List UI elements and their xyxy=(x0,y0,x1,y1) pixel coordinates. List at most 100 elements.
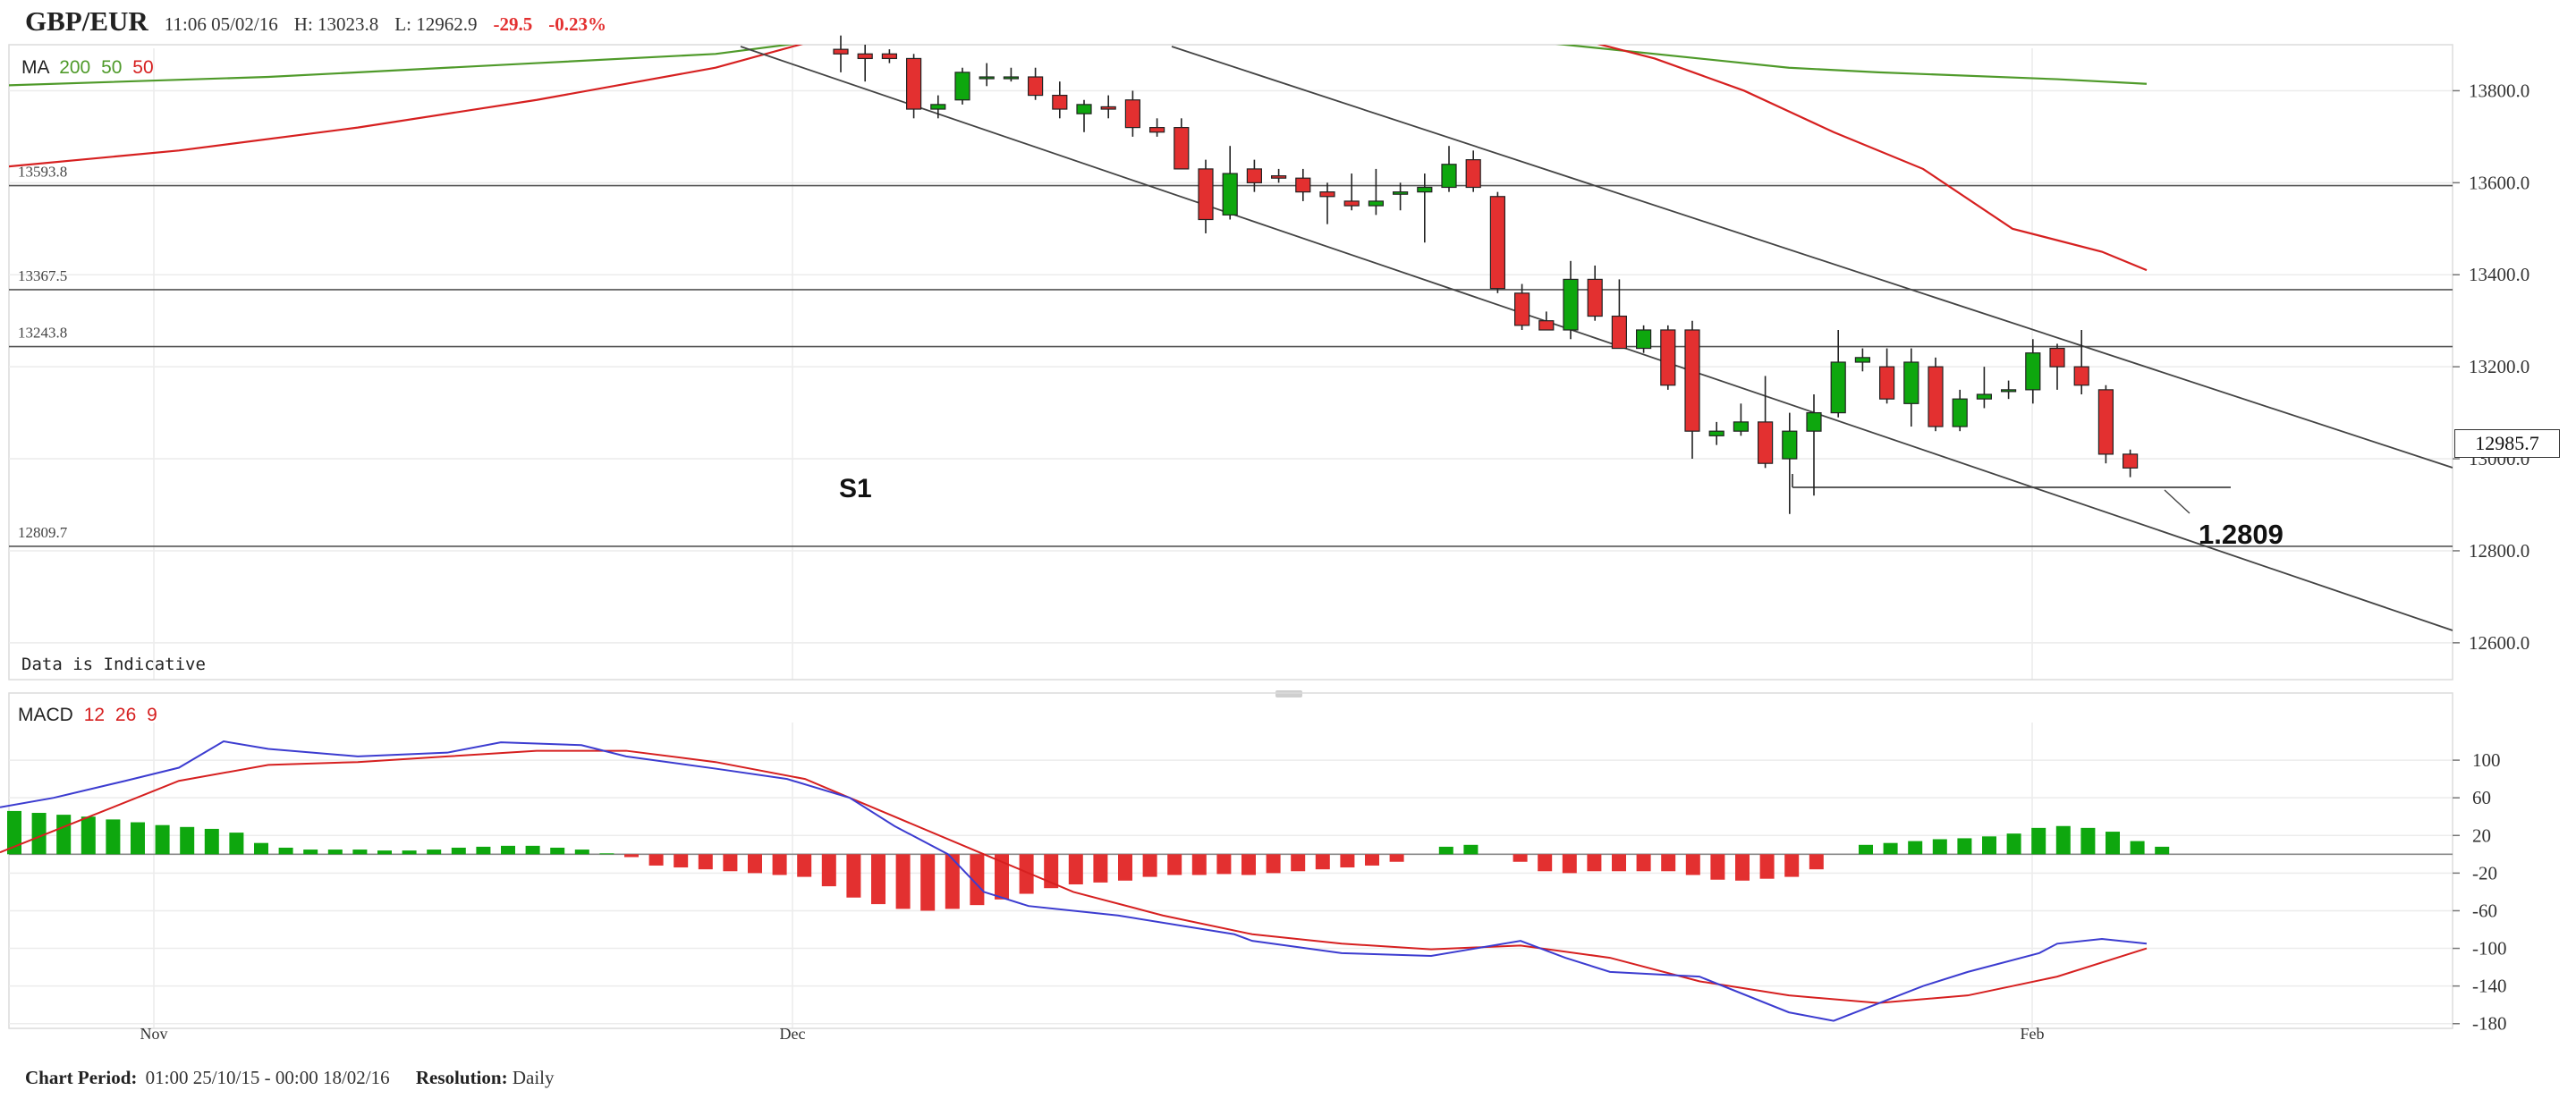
vertical-grid xyxy=(153,48,2033,680)
high-value: H: 13023.8 xyxy=(293,13,379,35)
histogram-bar-negative xyxy=(1019,854,1034,894)
candle-down xyxy=(1587,278,1603,317)
histogram-bar-negative xyxy=(698,854,713,870)
histogram-bar-negative xyxy=(970,854,985,906)
histogram-bar-negative xyxy=(723,854,738,872)
histogram-bar-positive xyxy=(7,810,21,855)
level-label: 13367.5 xyxy=(18,267,67,284)
histogram-bar-positive xyxy=(402,850,417,855)
resolution-value: Daily xyxy=(512,1067,555,1088)
candle-down xyxy=(1100,106,1116,110)
macd-line xyxy=(0,740,2148,1022)
candle-up xyxy=(1976,393,1992,400)
candle-up xyxy=(1708,430,1724,436)
candle-up xyxy=(1076,104,1092,114)
change-percent: -0.23% xyxy=(548,13,606,35)
candle-up xyxy=(1392,191,1409,195)
histogram-bar-negative xyxy=(1315,854,1330,870)
histogram-bar-positive xyxy=(1463,844,1479,855)
horizontal-grid xyxy=(8,44,2453,681)
candle-down xyxy=(2123,453,2139,469)
candle-down xyxy=(2097,389,2114,455)
price-panel[interactable]: 13593.8 13367.5 13243.8 12809.7 12600.0 1280… xyxy=(0,31,2529,681)
histogram-bar-negative xyxy=(871,854,886,905)
candle-up xyxy=(1003,76,1020,80)
histogram-bar-positive xyxy=(1957,838,1972,855)
histogram-bar-negative xyxy=(1784,854,1800,877)
macd-tick-label: -60 xyxy=(2472,900,2497,921)
ma-legend: MA 200 50 50 xyxy=(21,57,154,79)
candle-down xyxy=(1124,99,1141,129)
macd-tick-label: 100 xyxy=(2472,749,2501,771)
candle-down xyxy=(1538,320,1555,331)
candle-down xyxy=(1879,366,1895,400)
macd-legend-fast: 12 xyxy=(83,705,106,725)
x-tick-label: Feb xyxy=(2021,1025,2045,1043)
y-tick-label: 13200.0 xyxy=(2469,356,2529,377)
candle-down xyxy=(2049,347,2065,368)
histogram-bar-negative xyxy=(1759,854,1775,879)
target-label: 1.2809 xyxy=(2199,519,2284,550)
panel-resize-handle[interactable] xyxy=(1275,690,1302,697)
histogram-bar-negative xyxy=(1710,854,1725,880)
histogram-bar-negative xyxy=(1191,854,1207,875)
histogram-bar-positive xyxy=(352,850,368,855)
histogram-bar-positive xyxy=(278,847,293,855)
chart-footer: Chart Period: 01:00 25/10/15 - 00:00 18/… xyxy=(25,1067,554,1089)
histogram-bar-positive xyxy=(1438,846,1453,855)
histogram-bar-positive xyxy=(2106,832,2120,855)
candle-up xyxy=(1635,329,1652,350)
price-axis: 12600.012800.013000.013200.013400.013600… xyxy=(2453,80,2529,654)
histogram-bar-negative xyxy=(821,854,836,887)
histogram-bar-negative xyxy=(1118,854,1132,881)
candle-down xyxy=(1198,168,1214,221)
histogram-bar-negative xyxy=(1735,854,1750,881)
histogram-bar-negative xyxy=(1612,854,1626,872)
target-pointer xyxy=(2164,489,2190,514)
macd-legend: MACD 12 26 9 xyxy=(18,705,157,726)
ma-legend-200: 200 xyxy=(59,57,91,78)
histogram-bar-negative xyxy=(1389,854,1404,862)
channel-lower-line xyxy=(740,46,2453,631)
histogram-bar-positive xyxy=(106,819,121,855)
macd-panel[interactable]: 100 60 20 -20 -60 -100 -140 -180 xyxy=(0,692,2507,1035)
candle-up xyxy=(979,76,995,80)
period-label: Chart Period: xyxy=(25,1067,138,1088)
histogram-bar-positive xyxy=(550,847,565,855)
period-value: 01:00 25/10/15 - 00:00 18/02/16 xyxy=(145,1067,390,1088)
histogram-bar-positive xyxy=(180,826,195,855)
macd-legend-slow: 26 xyxy=(114,705,137,725)
histogram-bar-positive xyxy=(204,828,219,855)
histogram-bar-positive xyxy=(155,824,170,855)
candle-down xyxy=(1148,127,1165,133)
histogram-bar-positive xyxy=(80,816,96,855)
histogram-bar-negative xyxy=(748,854,762,874)
candle-down xyxy=(1270,175,1287,179)
ma-legend-50a: 50 xyxy=(101,57,123,78)
histogram-bar-positive xyxy=(56,815,72,855)
candle-down xyxy=(1246,168,1263,183)
histogram-bar-positive xyxy=(501,845,515,855)
histogram-bar-positive xyxy=(31,813,47,855)
candle-down xyxy=(905,57,922,110)
histogram-bar-positive xyxy=(2080,827,2096,855)
histogram-bar-negative xyxy=(1068,854,1083,884)
histogram-bar-positive xyxy=(2031,827,2046,855)
ma-legend-50b: 50 xyxy=(132,57,154,78)
candle-down xyxy=(1027,76,1044,97)
candle-down xyxy=(1928,366,1944,427)
histogram-bar-positive xyxy=(1982,836,1996,855)
histogram-bar-positive xyxy=(599,853,614,855)
candle-down xyxy=(1465,159,1481,189)
ma-legend-label: MA xyxy=(21,57,49,78)
histogram-bar-negative xyxy=(1587,854,1602,872)
histogram-bar-positive xyxy=(2055,825,2071,855)
macd-legend-label: MACD xyxy=(18,705,73,725)
macd-tick-label: 20 xyxy=(2472,824,2491,846)
candle-down xyxy=(1319,191,1335,198)
candle-down xyxy=(1489,196,1506,290)
histogram-bar-negative xyxy=(1266,854,1281,874)
trend-channel xyxy=(740,46,2453,631)
y-tick-label: 13600.0 xyxy=(2469,172,2529,193)
